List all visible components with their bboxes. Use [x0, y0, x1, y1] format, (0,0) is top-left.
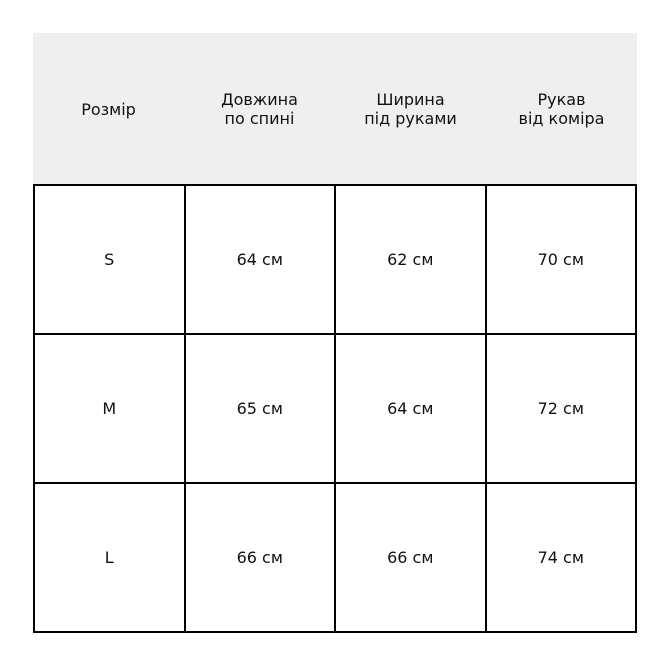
size-table-header: Розмір Довжина по спині Ширина під рукам… [33, 33, 637, 185]
table-row: M 65 см 64 см 72 см [33, 333, 637, 484]
header-sleeve-length: Рукав від коміра [518, 90, 605, 128]
header-chest-width: Ширина під руками [364, 90, 457, 128]
header-back-length: Довжина по спині [221, 90, 298, 128]
cell-chest-width: 66 см [334, 482, 487, 633]
cell-size: S [33, 184, 186, 335]
cell-sleeve-length: 74 см [484, 482, 637, 633]
header-size: Розмір [81, 99, 136, 119]
size-table: S 64 см 62 см 70 см M 65 см 64 см 72 см … [33, 184, 637, 633]
cell-size: L [33, 482, 186, 633]
cell-chest-width: 62 см [334, 184, 487, 335]
table-row: S 64 см 62 см 70 см [33, 184, 637, 335]
cell-back-length: 64 см [183, 184, 336, 335]
cell-sleeve-length: 70 см [484, 184, 637, 335]
table-row: L 66 см 66 см 74 см [33, 482, 637, 633]
cell-sleeve-length: 72 см [484, 333, 637, 484]
cell-back-length: 66 см [183, 482, 336, 633]
cell-chest-width: 64 см [334, 333, 487, 484]
cell-back-length: 65 см [183, 333, 336, 484]
cell-size: M [33, 333, 186, 484]
